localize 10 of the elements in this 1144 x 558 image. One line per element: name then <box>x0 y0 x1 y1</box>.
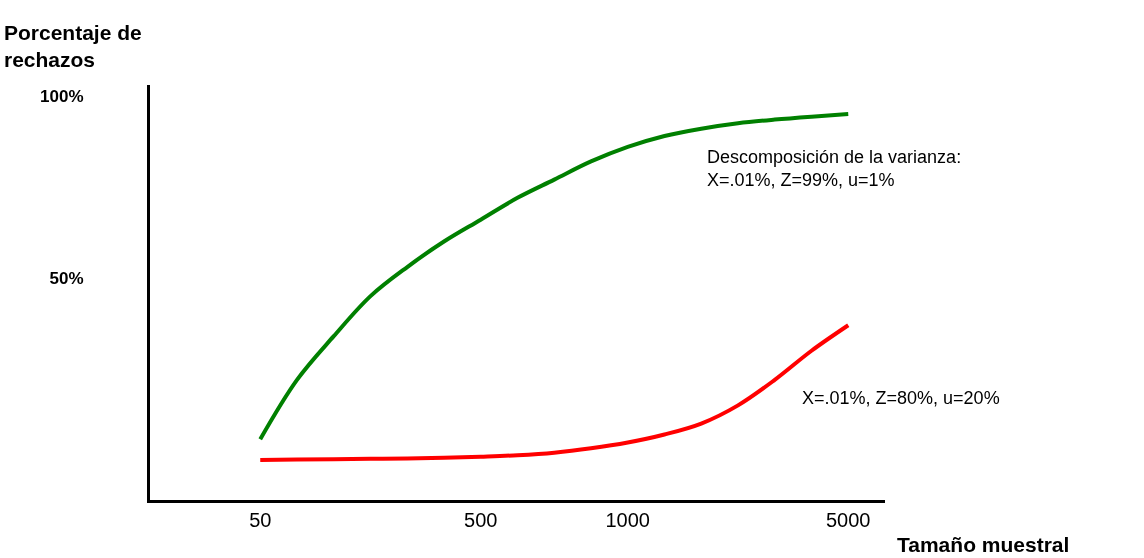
series-label: X=.01%, Z=80%, u=20% <box>802 388 1000 408</box>
series-label: Descomposición de la varianza: X=.01%, Z=99%, u=1% <box>707 147 962 191</box>
x-axis-title: Tamaño muestral <box>897 533 1070 556</box>
x-tick-label: 500 <box>464 509 498 531</box>
y-axis-title: Porcentaje de rechazos <box>4 21 142 72</box>
y-tick-label: 50% <box>49 268 84 288</box>
x-tick-label: 5000 <box>826 509 871 531</box>
x-tick-label: 1000 <box>605 509 650 531</box>
y-tick-label: 100% <box>40 86 84 106</box>
x-tick-label: 50 <box>249 509 272 531</box>
